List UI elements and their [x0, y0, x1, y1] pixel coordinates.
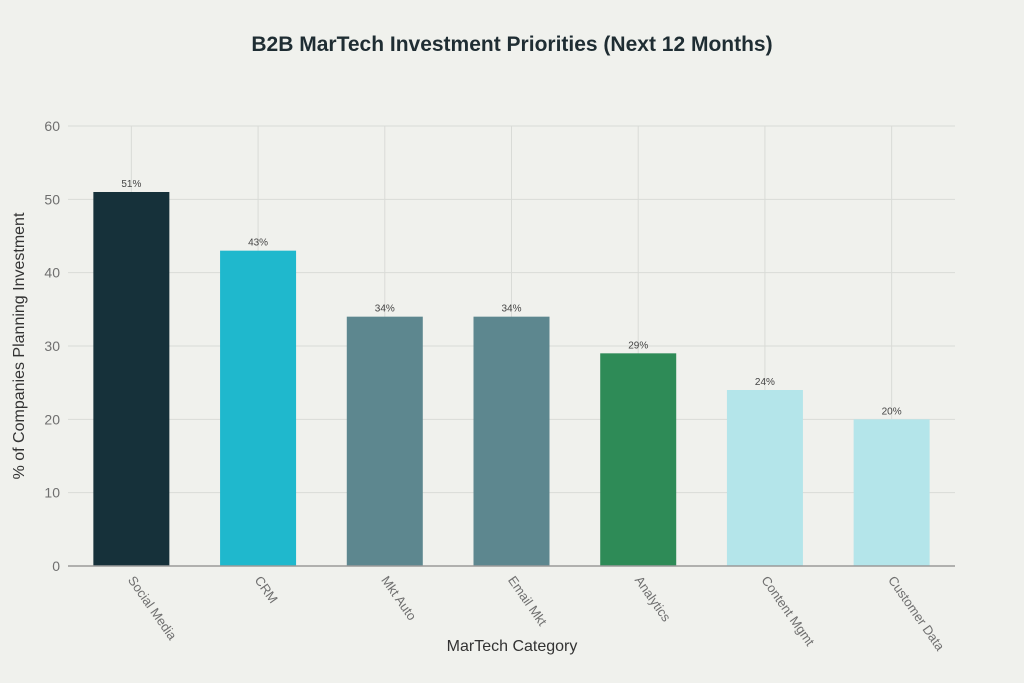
- bar: [726, 390, 803, 566]
- data-label: 24%: [755, 377, 775, 388]
- data-label: 29%: [628, 340, 648, 351]
- bar: [473, 316, 550, 566]
- y-tick-label: 60: [44, 118, 60, 134]
- bar: [346, 316, 423, 566]
- x-tick-label: Mkt Auto: [378, 573, 419, 623]
- x-tick-label: CRM: [252, 573, 281, 606]
- y-tick-label: 10: [44, 485, 60, 501]
- y-tick-label: 40: [44, 265, 60, 281]
- data-label: 34%: [375, 304, 395, 315]
- y-tick-label: 50: [44, 191, 60, 207]
- y-tick-label: 20: [44, 411, 60, 427]
- bar: [220, 250, 297, 566]
- data-label: 43%: [248, 238, 268, 249]
- x-axis-label: MarTech Category: [447, 638, 578, 655]
- bars: 51% 43% 34% 34% 29% 24% 20%: [93, 179, 930, 566]
- bar: [93, 192, 170, 566]
- x-tick-label: Analytics: [632, 573, 674, 625]
- x-tick-label: Social Media: [125, 573, 180, 643]
- chart-title: B2B MarTech Investment Priorities (Next …: [251, 33, 772, 56]
- data-label: 20%: [882, 406, 902, 417]
- y-tick-label: 0: [52, 558, 60, 574]
- x-tick-label: Email Mkt: [505, 573, 550, 629]
- y-axis-label: % of Companies Planning Investment: [11, 212, 28, 479]
- x-tick-label: Customer Data: [885, 573, 948, 654]
- data-label: 51%: [121, 179, 141, 190]
- bar: [853, 419, 930, 566]
- y-axis-ticks: 0 10 20 30 40 50 60: [44, 118, 60, 574]
- bar: [600, 353, 677, 566]
- data-label: 34%: [501, 304, 521, 315]
- x-tick-label: Content Mgmt: [758, 573, 817, 649]
- y-tick-label: 30: [44, 338, 60, 354]
